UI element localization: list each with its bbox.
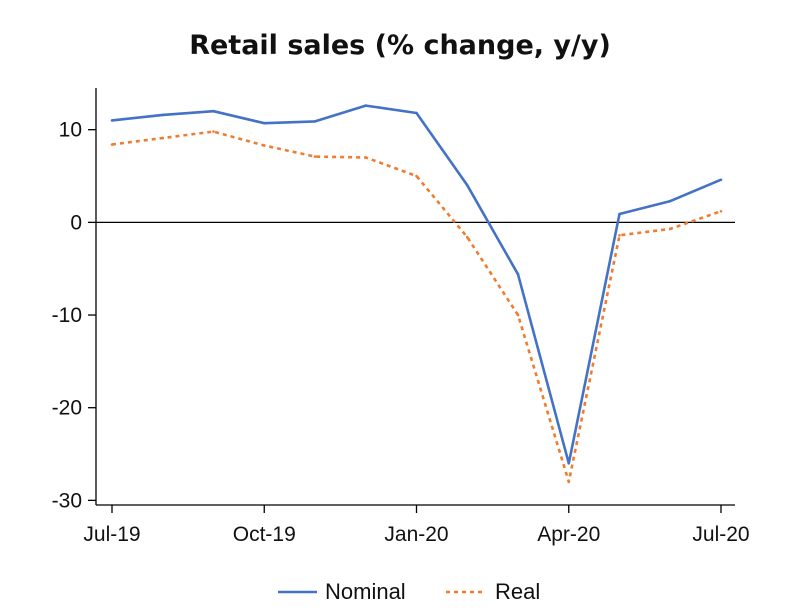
y-tick-label: 0	[70, 211, 82, 234]
series-line-nominal	[111, 104, 722, 465]
data-point-nominal	[212, 109, 215, 113]
data-point-nominal	[719, 178, 723, 182]
data-point-real	[567, 480, 571, 484]
data-point-real	[516, 313, 520, 317]
data-point-real	[262, 144, 266, 147]
data-point-nominal	[161, 113, 165, 117]
data-point-nominal	[618, 212, 621, 216]
data-point-nominal	[567, 462, 571, 465]
y-ticks: 10 0 -10 -20 -30	[52, 119, 96, 512]
x-tick-label: Jan-20	[384, 523, 448, 546]
data-point-nominal	[110, 119, 114, 122]
x-tick-label: Oct-19	[233, 523, 296, 546]
chart-title: Retail sales (% change, y/y)	[189, 30, 611, 61]
data-point-nominal	[415, 111, 418, 115]
y-tick-label: -20	[52, 397, 82, 420]
data-point-nominal	[668, 199, 672, 203]
legend: Nominal Real	[278, 579, 540, 604]
data-point-nominal	[262, 121, 266, 125]
data-point-real	[465, 235, 469, 239]
data-point-real	[618, 234, 621, 237]
data-point-real	[212, 130, 215, 133]
series-layer	[110, 104, 723, 484]
y-tick-label: -30	[52, 489, 82, 512]
y-tick-label: -10	[52, 304, 82, 327]
data-point-nominal	[465, 184, 469, 187]
x-tick-label: Apr-20	[537, 523, 600, 546]
data-point-real	[161, 136, 165, 140]
data-point-nominal	[516, 272, 520, 276]
legend-label-real: Real	[495, 579, 540, 604]
data-point-real	[364, 156, 368, 159]
data-point-real	[668, 227, 672, 231]
data-point-real	[415, 174, 418, 178]
data-point-nominal	[364, 104, 368, 107]
legend-label-nominal: Nominal	[325, 579, 406, 604]
series-line-real	[111, 130, 722, 484]
x-tick-label: Jul-19	[83, 523, 140, 546]
data-point-real	[313, 155, 317, 158]
data-point-real	[110, 143, 114, 146]
x-tick-label: Jul-20	[692, 523, 749, 546]
y-tick-label: 10	[59, 119, 82, 142]
data-point-real	[719, 209, 723, 213]
x-ticks: Jul-19 Oct-19 Jan-20 Apr-20 Jul-20	[83, 505, 750, 546]
data-point-nominal	[313, 120, 317, 123]
